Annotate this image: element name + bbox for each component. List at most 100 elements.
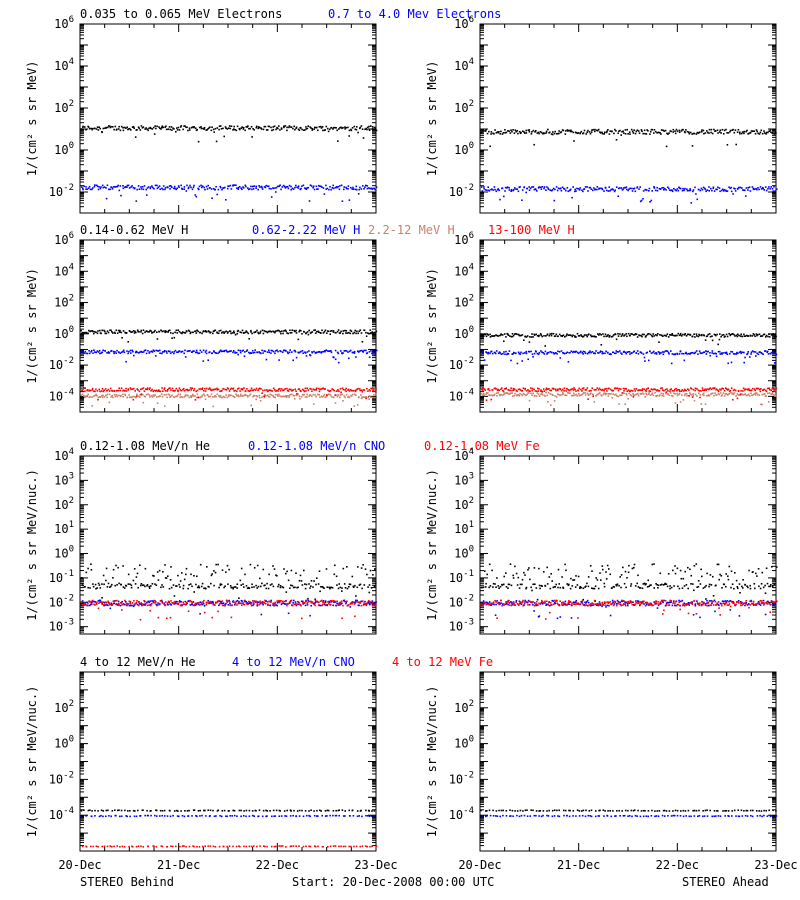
data-point	[186, 126, 188, 128]
data-point	[739, 132, 741, 135]
data-point	[571, 196, 573, 199]
data-point	[310, 585, 312, 587]
data-point	[745, 394, 748, 397]
data-point	[166, 390, 169, 392]
data-point	[720, 395, 723, 397]
data-point	[574, 336, 576, 338]
data-point	[510, 359, 512, 362]
data-point	[265, 330, 268, 333]
data-point	[126, 350, 128, 352]
data-point	[715, 353, 717, 355]
data-point	[193, 350, 195, 352]
data-point	[167, 393, 170, 396]
data-point	[295, 356, 298, 359]
data-point	[328, 601, 331, 604]
data-point	[199, 396, 201, 399]
data-point	[311, 129, 314, 131]
data-point	[222, 395, 225, 398]
data-point	[101, 583, 103, 585]
data-point	[203, 587, 205, 590]
data-point	[516, 394, 518, 397]
data-point	[170, 395, 172, 398]
data-point	[545, 335, 547, 337]
data-point	[201, 388, 203, 390]
data-point	[228, 390, 231, 392]
data-point	[495, 392, 498, 394]
data-point	[266, 129, 269, 131]
data-point	[571, 130, 573, 133]
data-point	[168, 126, 171, 128]
data-point	[656, 394, 659, 397]
data-point	[694, 186, 696, 189]
data-point	[280, 350, 282, 353]
data-point	[611, 397, 614, 399]
data-point	[251, 389, 253, 392]
data-point	[366, 332, 369, 334]
data-point	[272, 396, 275, 398]
data-point	[720, 335, 722, 338]
data-point	[536, 352, 539, 355]
data-point	[254, 331, 257, 333]
data-point	[236, 599, 239, 602]
data-point	[588, 351, 591, 354]
data-point	[236, 125, 239, 128]
data-point	[285, 350, 287, 352]
data-point	[148, 394, 151, 396]
data-point	[634, 333, 637, 335]
data-point	[624, 133, 627, 135]
data-point	[694, 389, 697, 392]
data-point	[279, 129, 281, 131]
data-point	[523, 131, 525, 133]
data-point	[128, 128, 130, 130]
data-point	[198, 185, 201, 188]
data-point	[627, 133, 629, 135]
data-point	[264, 389, 266, 391]
data-point	[282, 389, 284, 392]
data-point	[146, 585, 148, 587]
data-point	[148, 601, 151, 604]
data-point	[130, 186, 132, 188]
data-point	[289, 587, 291, 589]
data-point	[768, 387, 770, 389]
data-point	[240, 127, 242, 129]
data-point	[653, 132, 655, 134]
data-point	[140, 583, 143, 585]
data-point	[349, 332, 352, 335]
data-point	[488, 130, 490, 133]
data-point	[248, 587, 251, 590]
data-point	[678, 334, 681, 337]
data-point	[570, 394, 573, 397]
data-point	[312, 393, 315, 396]
data-point	[236, 583, 239, 585]
data-point	[578, 335, 581, 337]
data-point	[173, 128, 175, 130]
data-point	[708, 186, 710, 188]
data-point	[569, 392, 571, 395]
data-point	[579, 351, 581, 354]
data-point	[167, 128, 170, 130]
data-point	[672, 395, 674, 397]
y-tick-label: 104	[54, 57, 74, 73]
data-point	[101, 394, 103, 397]
data-point	[526, 335, 529, 337]
data-point	[195, 603, 198, 606]
data-point	[358, 350, 360, 353]
data-point	[602, 388, 604, 391]
data-point	[601, 395, 603, 397]
data-point	[212, 396, 214, 398]
data-point	[273, 389, 276, 391]
data-point	[122, 350, 124, 353]
data-point	[500, 333, 502, 335]
data-point	[769, 129, 772, 131]
data-point	[653, 187, 656, 189]
data-point	[546, 353, 548, 355]
data-point	[504, 186, 507, 189]
data-point	[95, 351, 97, 354]
data-point	[242, 349, 244, 352]
data-point	[727, 362, 729, 365]
data-point	[547, 401, 549, 403]
data-point	[210, 331, 212, 334]
data-point	[567, 334, 570, 336]
data-point	[644, 188, 646, 191]
data-point	[278, 329, 280, 332]
